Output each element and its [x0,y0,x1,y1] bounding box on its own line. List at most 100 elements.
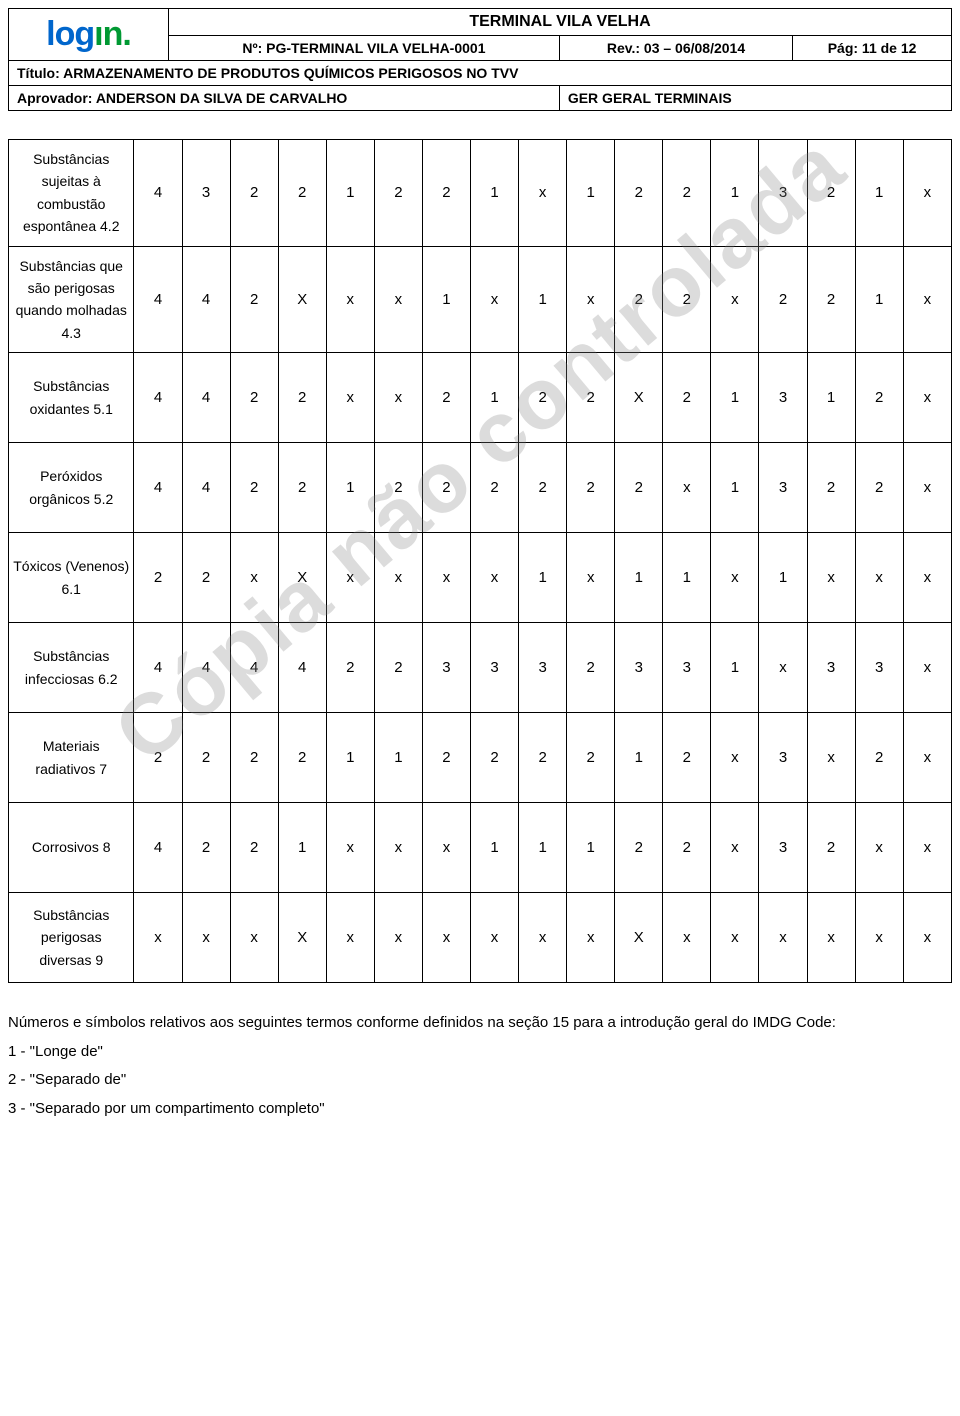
table-cell: 2 [230,803,278,893]
legend-line-2: 2 - "Separado de" [8,1066,952,1095]
table-cell: x [903,803,951,893]
table-cell: x [903,533,951,623]
table-cell: x [903,140,951,247]
table-cell: 2 [278,713,326,803]
table-cell: x [903,353,951,443]
table-cell: 2 [326,623,374,713]
table-cell: 3 [759,353,807,443]
table-cell: x [422,893,470,983]
table-cell: x [759,623,807,713]
table-cell: 2 [374,623,422,713]
approver: Aprovador: ANDERSON DA SILVA DE CARVALHO [9,86,560,111]
table-cell: 2 [615,443,663,533]
table-row: Substâncias que são perigosas quando mol… [9,246,952,353]
table-cell: 4 [134,623,182,713]
table-row: Substâncias sujeitas à combustão espontâ… [9,140,952,247]
table-cell: 1 [567,140,615,247]
table-cell: x [903,623,951,713]
table-cell: x [903,713,951,803]
table-cell: 3 [471,623,519,713]
table-cell: 2 [471,443,519,533]
row-label: Substâncias oxidantes 5.1 [9,353,134,443]
table-cell: x [182,893,230,983]
table-cell: 4 [134,443,182,533]
table-cell: 4 [134,140,182,247]
table-cell: 2 [807,140,855,247]
row-label: Tóxicos (Venenos) 6.1 [9,533,134,623]
row-label: Substâncias sujeitas à combustão espontâ… [9,140,134,247]
table-cell: 2 [615,246,663,353]
table-cell: 4 [134,246,182,353]
table-cell: x [374,353,422,443]
table-cell: 2 [134,713,182,803]
table-cell: X [615,893,663,983]
table-cell: x [567,533,615,623]
table-cell: x [326,893,374,983]
table-cell: 2 [807,246,855,353]
table-cell: 1 [326,713,374,803]
table-cell: x [807,533,855,623]
table-cell: 2 [663,246,711,353]
table-cell: 2 [182,713,230,803]
table-cell: x [903,443,951,533]
table-cell: 2 [567,353,615,443]
table-cell: x [519,893,567,983]
table-cell: 1 [855,140,903,247]
table-cell: 4 [182,623,230,713]
table-cell: x [374,246,422,353]
table-cell: x [422,533,470,623]
table-cell: 3 [807,623,855,713]
table-cell: 1 [567,803,615,893]
table-cell: 1 [711,623,759,713]
table-cell: 1 [471,353,519,443]
table-cell: x [374,893,422,983]
table-cell: 2 [278,353,326,443]
table-cell: x [711,713,759,803]
table-cell: 1 [855,246,903,353]
table-cell: 3 [759,713,807,803]
table-cell: 2 [278,140,326,247]
table-cell: x [471,893,519,983]
document-title: Título: ARMAZENAMENTO DE PRODUTOS QUÍMIC… [9,61,952,86]
table-cell: 2 [663,713,711,803]
table-cell: 2 [230,140,278,247]
table-cell: 2 [567,623,615,713]
table-cell: 4 [134,353,182,443]
table-cell: 1 [471,140,519,247]
table-cell: x [567,246,615,353]
table-cell: 1 [519,533,567,623]
table-cell: 2 [471,713,519,803]
table-cell: x [663,443,711,533]
table-cell: 2 [278,443,326,533]
table-cell: 3 [182,140,230,247]
table-cell: x [711,533,759,623]
table-cell: 3 [759,803,807,893]
table-cell: 1 [519,246,567,353]
table-cell: 2 [230,353,278,443]
table-cell: 2 [855,713,903,803]
table-cell: 2 [807,803,855,893]
table-cell: x [855,533,903,623]
table-cell: x [326,533,374,623]
table-cell: 2 [519,713,567,803]
row-label: Materiais radiativos 7 [9,713,134,803]
table-cell: 1 [711,353,759,443]
table-cell: 3 [759,443,807,533]
table-cell: 1 [326,443,374,533]
header-table: logın. TERMINAL VILA VELHA Nº: PG-TERMIN… [8,8,952,111]
table-cell: 1 [326,140,374,247]
table-cell: 4 [182,443,230,533]
table-cell: 2 [567,443,615,533]
legend-line-3: 3 - "Separado por um compartimento compl… [8,1095,952,1124]
table-cell: 2 [567,713,615,803]
table-cell: x [374,803,422,893]
table-cell: x [326,803,374,893]
table-cell: X [615,353,663,443]
table-cell: x [471,533,519,623]
legend-line-1: 1 - "Longe de" [8,1038,952,1067]
table-row: Materiais radiativos 7222211222212x3x2x [9,713,952,803]
table-cell: 3 [663,623,711,713]
revision: Rev.: 03 – 06/08/2014 [559,36,792,61]
table-cell: 1 [711,140,759,247]
table-cell: x [663,893,711,983]
